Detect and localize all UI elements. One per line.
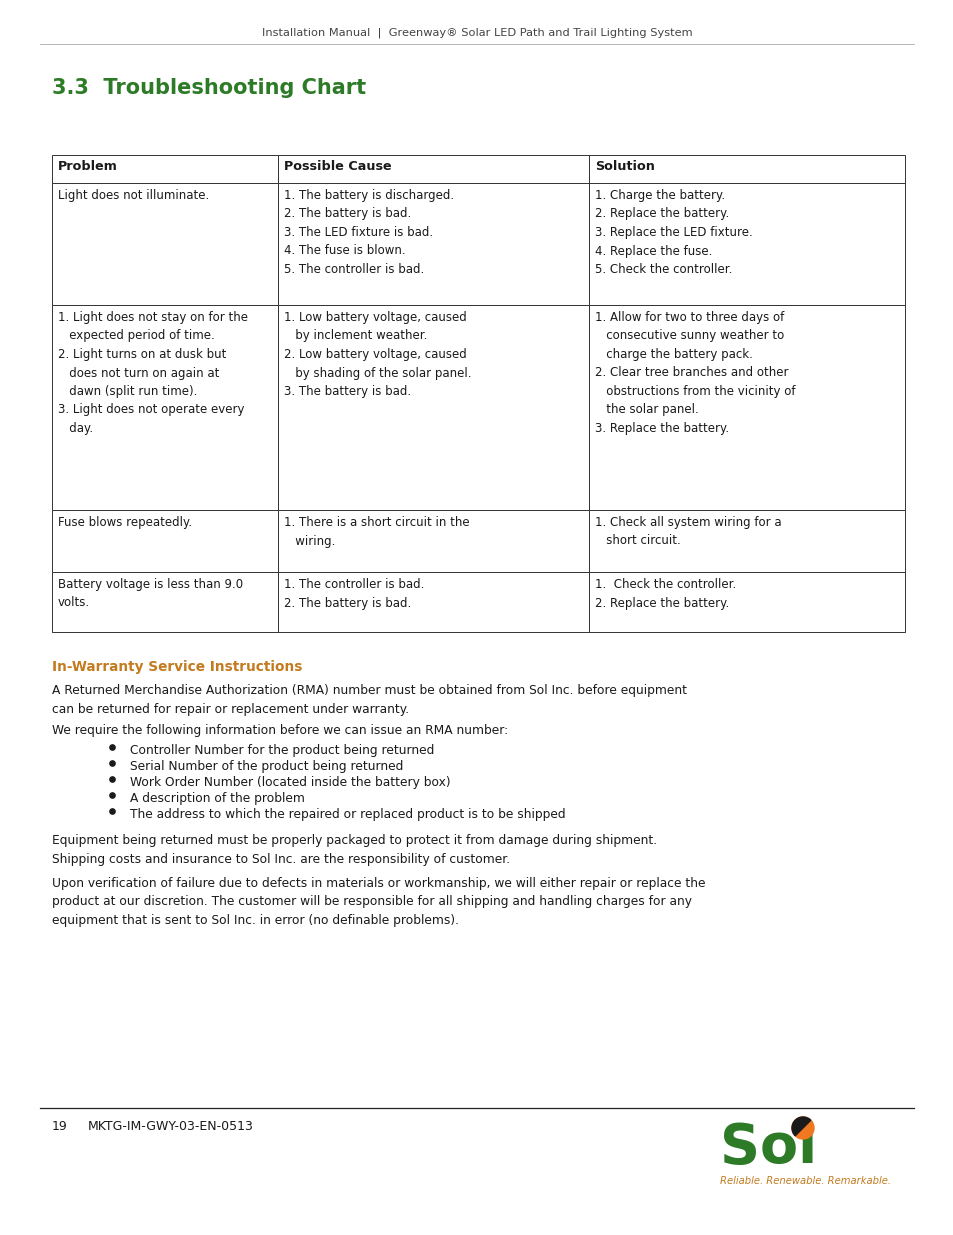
Text: 3.3  Troubleshooting Chart: 3.3 Troubleshooting Chart	[52, 78, 366, 98]
Text: We require the following information before we can issue an RMA number:: We require the following information bef…	[52, 724, 508, 737]
Bar	[52, 510, 277, 572]
Bar	[52, 572, 277, 632]
Text: Light does not illuminate.: Light does not illuminate.	[58, 189, 209, 203]
Text: 1. Allow for two to three days of
   consecutive sunny weather to
   charge the : 1. Allow for two to three days of consec…	[595, 311, 795, 435]
Text: Controller Number for the product being returned: Controller Number for the product being …	[130, 743, 434, 757]
Text: 1. The battery is discharged.
2. The battery is bad.
3. The LED fixture is bad.
: 1. The battery is discharged. 2. The bat…	[284, 189, 454, 275]
Text: Equipment being returned must be properly packaged to protect it from damage dur: Equipment being returned must be properl…	[52, 834, 657, 866]
Text: In-Warranty Service Instructions: In-Warranty Service Instructions	[52, 659, 302, 674]
Bar	[589, 572, 904, 632]
Text: Problem: Problem	[58, 161, 118, 173]
Text: Installation Manual  |  Greenway® Solar LED Path and Trail Lighting System: Installation Manual | Greenway® Solar LE…	[261, 28, 692, 38]
Bar	[589, 305, 904, 510]
Text: 19: 19	[52, 1120, 68, 1132]
Text: Work Order Number (located inside the battery box): Work Order Number (located inside the ba…	[130, 776, 450, 789]
Text: Reliable. Renewable. Remarkable.: Reliable. Renewable. Remarkable.	[720, 1176, 890, 1186]
Bar	[589, 510, 904, 572]
Text: Solution: Solution	[595, 161, 655, 173]
Text: Fuse blows repeatedly.: Fuse blows repeatedly.	[58, 516, 192, 529]
Text: 1. Light does not stay on for the
   expected period of time.
2. Light turns on : 1. Light does not stay on for the expect…	[58, 311, 248, 435]
Text: Possible Cause: Possible Cause	[284, 161, 392, 173]
Text: A Returned Merchandise Authorization (RMA) number must be obtained from Sol Inc.: A Returned Merchandise Authorization (RM…	[52, 684, 686, 715]
Circle shape	[791, 1116, 813, 1139]
Text: A description of the problem: A description of the problem	[130, 792, 305, 805]
Text: Upon verification of failure due to defects in materials or workmanship, we will: Upon verification of failure due to defe…	[52, 877, 705, 927]
Bar	[277, 183, 589, 305]
Bar	[277, 305, 589, 510]
Wedge shape	[791, 1116, 810, 1136]
Text: Serial Number of the product being returned: Serial Number of the product being retur…	[130, 760, 403, 773]
Bar	[277, 572, 589, 632]
Text: MKTG-IM-GWY-03-EN-0513: MKTG-IM-GWY-03-EN-0513	[88, 1120, 253, 1132]
Text: 1.  Check the controller.
2. Replace the battery.: 1. Check the controller. 2. Replace the …	[595, 578, 736, 610]
Bar	[52, 156, 277, 183]
Bar	[589, 183, 904, 305]
Bar	[277, 510, 589, 572]
Bar	[277, 156, 589, 183]
Text: 1. Charge the battery.
2. Replace the battery.
3. Replace the LED fixture.
4. Re: 1. Charge the battery. 2. Replace the ba…	[595, 189, 752, 275]
Text: 1. Check all system wiring for a
   short circuit.: 1. Check all system wiring for a short c…	[595, 516, 781, 547]
Text: Battery voltage is less than 9.0
volts.: Battery voltage is less than 9.0 volts.	[58, 578, 243, 610]
Bar	[52, 305, 277, 510]
Bar	[589, 156, 904, 183]
Text: 1. Low battery voltage, caused
   by inclement weather.
2. Low battery voltage, : 1. Low battery voltage, caused by inclem…	[284, 311, 471, 398]
Text: 1. There is a short circuit in the
   wiring.: 1. There is a short circuit in the wirin…	[284, 516, 469, 547]
Text: The address to which the repaired or replaced product is to be shipped: The address to which the repaired or rep…	[130, 808, 565, 821]
Text: 1. The controller is bad.
2. The battery is bad.: 1. The controller is bad. 2. The battery…	[284, 578, 424, 610]
Bar	[52, 183, 277, 305]
Text: Sol: Sol	[720, 1121, 817, 1174]
